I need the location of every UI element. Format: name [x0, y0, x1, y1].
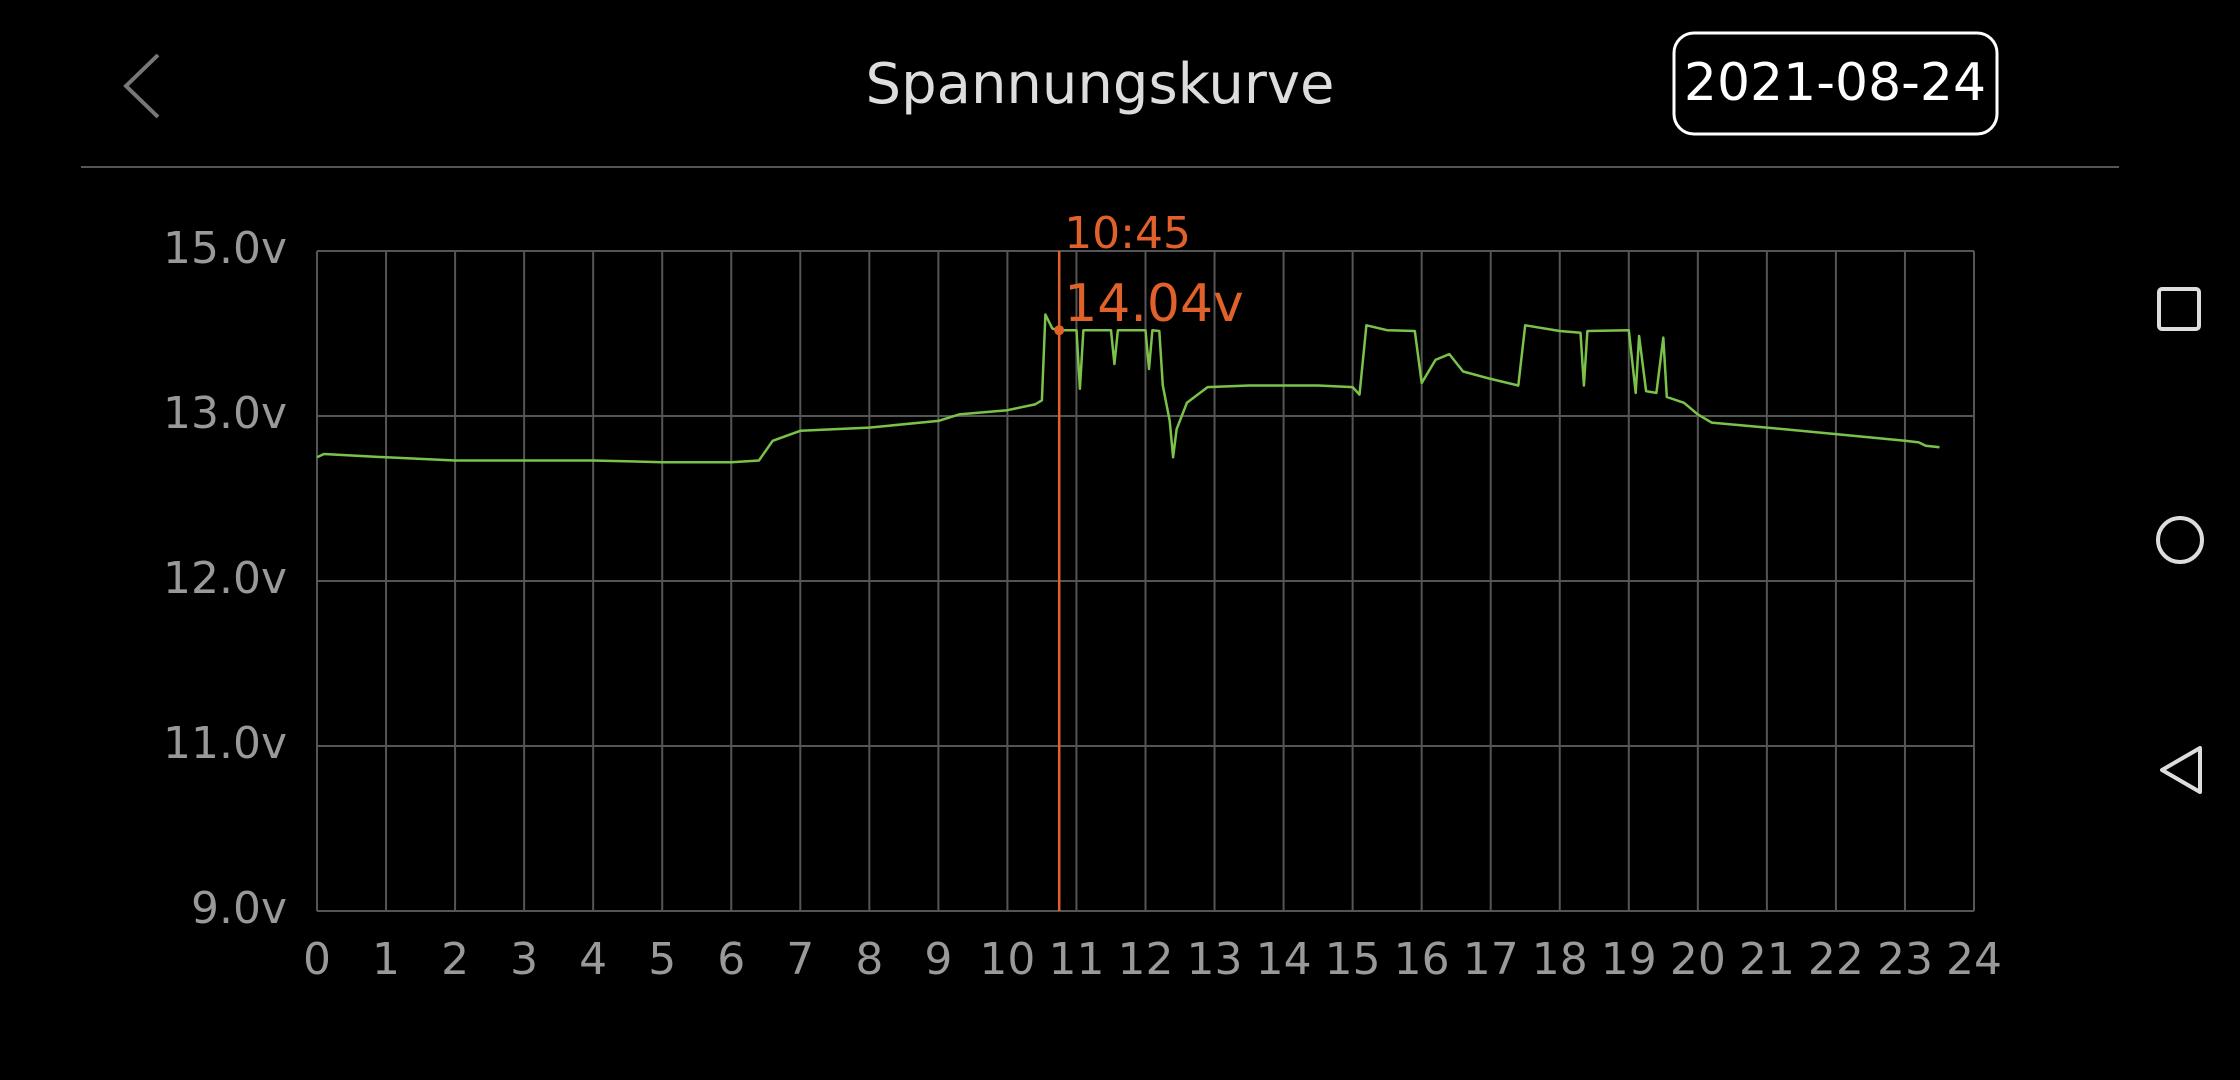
cursor-value: 14.04v [1064, 274, 1244, 334]
x-tick-label: 9 [924, 934, 952, 985]
x-tick-label: 4 [579, 934, 607, 985]
x-tick-label: 15 [1325, 934, 1381, 985]
x-tick-label: 21 [1739, 934, 1795, 985]
voltage-line [316, 313, 1940, 464]
y-tick-label: 13.0v [163, 388, 287, 439]
nav-home[interactable] [2156, 516, 2204, 564]
date-label[interactable]: 2021-08-24 [1684, 53, 1986, 113]
x-tick-label: 3 [510, 934, 538, 985]
x-tick-label: 1 [372, 934, 400, 985]
x-tick-label: 11 [1048, 934, 1104, 985]
y-tick-label: 12.0v [163, 553, 287, 604]
date-button[interactable] [1672, 31, 1999, 136]
x-tick-label: 17 [1463, 934, 1519, 985]
x-tick-label: 2 [441, 934, 469, 985]
x-tick-label: 22 [1808, 934, 1864, 985]
cursor-time: 10:45 [1064, 208, 1191, 259]
page-title: Spannungskurve [866, 52, 1335, 117]
nav-recents[interactable] [2157, 287, 2201, 331]
x-tick-label: 20 [1670, 934, 1726, 985]
x-tick-label: 12 [1118, 934, 1174, 985]
x-tick-label: 18 [1532, 934, 1588, 985]
x-tick-label: 7 [786, 934, 814, 985]
x-tick-label: 16 [1394, 934, 1450, 985]
x-tick-label: 13 [1187, 934, 1243, 985]
x-tick-label: 19 [1601, 934, 1657, 985]
x-tick-label: 23 [1877, 934, 1933, 985]
cursor-point [1054, 325, 1065, 336]
x-tick-label: 10 [979, 934, 1035, 985]
x-tick-label: 6 [717, 934, 745, 985]
y-tick-label: 9.0v [191, 883, 287, 934]
y-tick-label: 11.0v [163, 718, 287, 769]
nav-back[interactable] [2160, 746, 2202, 794]
x-tick-label: 8 [855, 934, 883, 985]
back-button[interactable] [123, 53, 160, 119]
x-tick-label: 24 [1946, 934, 2002, 985]
x-tick-label: 5 [648, 934, 676, 985]
y-tick-label: 15.0v [163, 223, 287, 274]
x-tick-label: 14 [1256, 934, 1312, 985]
x-tick-label: 0 [303, 934, 331, 985]
